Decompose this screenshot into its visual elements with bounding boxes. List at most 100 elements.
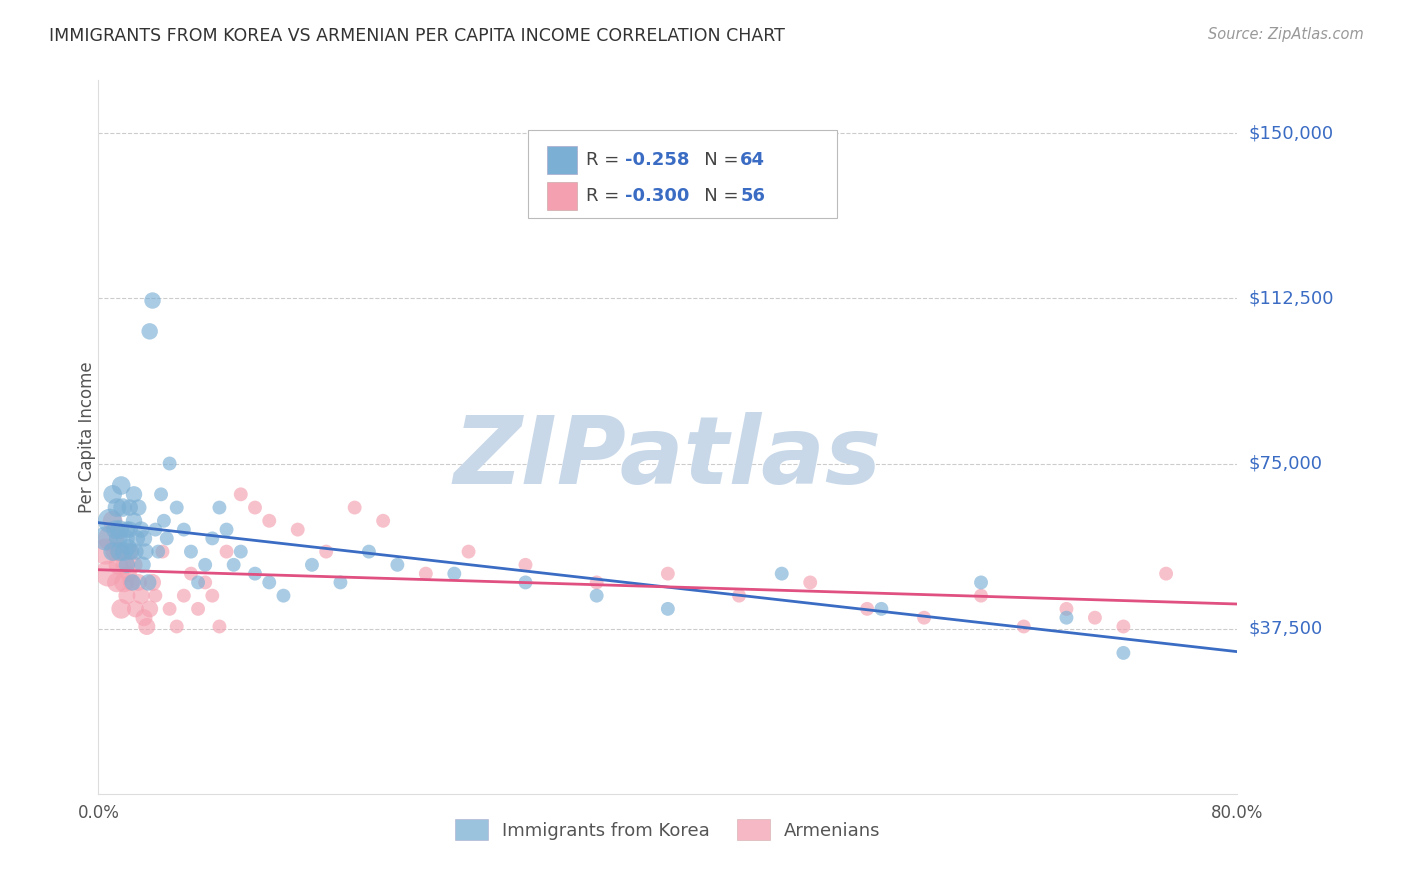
Point: [180, 566, 202, 581]
Point: [117, 540, 139, 554]
Point: [215, 523, 238, 537]
Point: [387, 558, 409, 572]
Point: [159, 602, 181, 616]
Text: -0.258: -0.258: [624, 151, 689, 169]
Text: $75,000: $75,000: [1249, 455, 1323, 473]
Point: [132, 532, 155, 546]
Point: [104, 523, 127, 537]
Point: [105, 500, 128, 515]
Text: 56: 56: [740, 187, 765, 205]
Point: [127, 500, 149, 515]
Point: [229, 544, 252, 558]
Point: [115, 523, 138, 537]
Point: [156, 532, 179, 546]
Point: [457, 544, 479, 558]
Point: [373, 514, 395, 528]
Text: $112,500: $112,500: [1249, 289, 1334, 308]
Point: [108, 544, 131, 558]
Point: [229, 487, 252, 501]
Text: ZIPatlas: ZIPatlas: [454, 412, 882, 505]
Point: [110, 478, 132, 492]
Point: [108, 544, 131, 558]
Point: [585, 589, 607, 603]
Point: [129, 589, 152, 603]
Point: [1084, 610, 1107, 624]
Point: [728, 589, 751, 603]
Point: [108, 523, 131, 537]
Point: [117, 566, 139, 581]
Y-axis label: Per Capita Income: Per Capita Income: [79, 361, 96, 513]
Point: [870, 602, 893, 616]
Point: [585, 575, 607, 590]
Point: [120, 544, 142, 558]
Point: [515, 575, 537, 590]
Text: R =: R =: [585, 151, 624, 169]
Point: [357, 544, 380, 558]
Point: [118, 500, 141, 515]
Point: [104, 544, 127, 558]
Point: [118, 523, 141, 537]
Point: [138, 324, 160, 338]
Point: [136, 575, 159, 590]
Point: [94, 544, 117, 558]
Point: [187, 602, 209, 616]
Point: [118, 544, 141, 558]
Text: $150,000: $150,000: [1249, 124, 1333, 142]
Point: [259, 514, 281, 528]
Point: [243, 566, 266, 581]
Point: [138, 602, 160, 616]
Point: [124, 602, 146, 616]
Text: N =: N =: [686, 187, 744, 205]
Point: [443, 566, 465, 581]
Point: [1112, 619, 1135, 633]
Text: N =: N =: [686, 151, 744, 169]
Point: [150, 487, 173, 501]
Text: 64: 64: [740, 151, 765, 169]
Point: [173, 589, 195, 603]
Point: [122, 514, 145, 528]
Point: [343, 500, 366, 515]
Point: [215, 544, 238, 558]
Point: [124, 544, 146, 558]
Point: [111, 500, 134, 515]
Point: [201, 532, 224, 546]
Point: [101, 487, 124, 501]
Point: [243, 500, 266, 515]
Point: [180, 544, 202, 558]
Point: [120, 575, 142, 590]
Point: [1012, 619, 1035, 633]
Point: [148, 544, 170, 558]
Point: [415, 566, 437, 581]
Point: [129, 523, 152, 537]
Point: [112, 544, 135, 558]
Legend: Immigrants from Korea, Armenians: Immigrants from Korea, Armenians: [446, 810, 890, 849]
Point: [141, 575, 163, 590]
Point: [208, 619, 231, 633]
Point: [1112, 646, 1135, 660]
Point: [105, 575, 128, 590]
Point: [153, 514, 176, 528]
Point: [912, 610, 935, 624]
Point: [115, 558, 138, 572]
Point: [194, 575, 217, 590]
Point: [131, 558, 153, 572]
Point: [114, 558, 136, 572]
Point: [114, 532, 136, 546]
Point: [222, 558, 245, 572]
Point: [657, 566, 679, 581]
Point: [166, 500, 188, 515]
Point: [110, 602, 132, 616]
Point: [134, 544, 156, 558]
Point: [121, 575, 143, 590]
Point: [856, 602, 879, 616]
Point: [135, 619, 157, 633]
Text: $37,500: $37,500: [1249, 620, 1323, 638]
Point: [125, 532, 148, 546]
Text: R =: R =: [585, 187, 624, 205]
Point: [770, 566, 793, 581]
Point: [159, 457, 181, 471]
Point: [208, 500, 231, 515]
Point: [273, 589, 295, 603]
Point: [799, 575, 821, 590]
Point: [657, 602, 679, 616]
